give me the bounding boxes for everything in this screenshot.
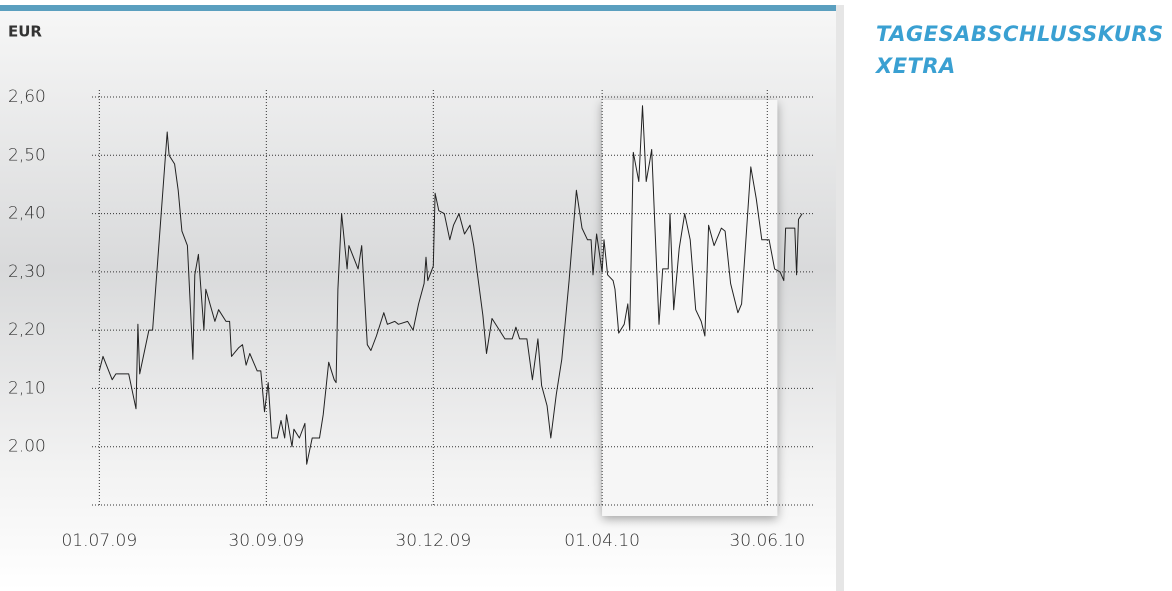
x-tick-label: 30.09.09 [228,531,304,551]
chart-title: TAGESABSCHLUSSKURS XETRA [876,22,1164,78]
x-tick-label: 01.07.09 [61,531,137,551]
x-tick-label: 30.06.10 [729,531,805,551]
y-axis-label: EUR [8,23,42,41]
y-tick-label: 2,60 [8,87,46,107]
top-bar [0,5,836,11]
y-tick-label: 2.00 [8,437,46,457]
x-tick-label: 01.04.10 [564,531,640,551]
y-tick-label: 2,40 [8,204,46,224]
x-tick-label: 30.12.09 [395,531,471,551]
y-tick-label: 2,30 [8,262,46,282]
y-tick-label: 2,10 [8,378,46,398]
y-tick-label: 2,50 [8,145,46,165]
price-line [98,105,803,465]
panel-shadow [836,5,844,591]
y-tick-label: 2,20 [8,320,46,340]
